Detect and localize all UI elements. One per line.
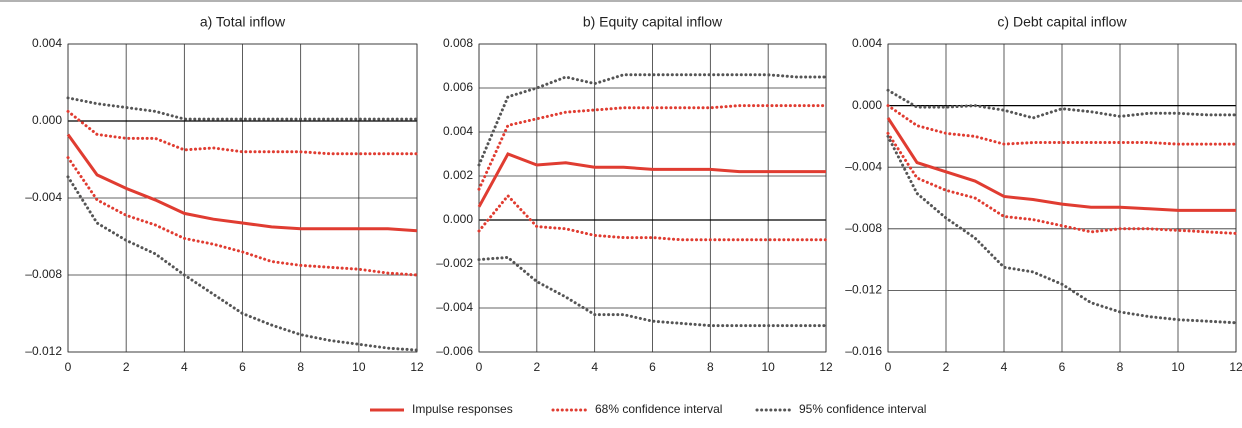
y-tick-label: –0.016: [845, 344, 882, 358]
y-tick-label: –0.012: [845, 283, 882, 297]
x-tick-label: 4: [1001, 360, 1008, 374]
y-tick-label: –0.004: [25, 190, 62, 204]
series-line: [886, 131, 1238, 235]
x-tick-label: 8: [297, 360, 304, 374]
x-tick-label: 10: [352, 360, 366, 374]
series-line: [886, 134, 1238, 325]
y-tick-label: 0.000: [32, 113, 62, 127]
x-tick-label: 12: [819, 360, 833, 374]
series-line: [886, 88, 1238, 120]
x-tick-label: 0: [65, 360, 72, 374]
plot-frame: [67, 43, 418, 353]
series-line: [886, 117, 1236, 212]
chart-title: b) Equity capital inflow: [583, 14, 723, 30]
x-tick-label: 0: [476, 360, 483, 374]
series-line: [477, 255, 828, 328]
x-tick-label: 8: [707, 360, 714, 374]
y-tick-label: –0.008: [25, 267, 62, 281]
x-tick-label: 10: [761, 360, 775, 374]
y-tick-label: 0.000: [443, 212, 473, 226]
legend-label: Impulse responses: [412, 402, 513, 416]
y-tick-label: 0.008: [443, 36, 473, 50]
x-tick-label: 2: [533, 360, 540, 374]
x-tick-label: 0: [885, 360, 892, 374]
series-line: [477, 152, 826, 208]
x-tick-label: 12: [1229, 360, 1242, 374]
series-line: [477, 104, 828, 191]
x-tick-label: 8: [1117, 360, 1124, 374]
y-tick-label: 0.000: [852, 98, 882, 112]
plot-frame: [478, 43, 827, 353]
y-tick-label: –0.008: [845, 221, 882, 235]
series-line: [66, 96, 419, 121]
legend-label: 95% confidence interval: [799, 402, 926, 416]
y-tick-label: –0.004: [845, 159, 882, 173]
x-tick-label: 4: [181, 360, 188, 374]
x-tick-label: 2: [123, 360, 130, 374]
y-tick-label: –0.006: [436, 344, 473, 358]
series-line: [886, 104, 1238, 146]
plot-frame: [887, 43, 1237, 353]
x-tick-label: 6: [239, 360, 246, 374]
y-tick-label: –0.012: [25, 344, 62, 358]
legend-label: 68% confidence interval: [595, 402, 722, 416]
y-tick-label: 0.006: [443, 80, 473, 94]
y-tick-label: 0.004: [32, 36, 62, 50]
series-line: [477, 193, 828, 242]
series-line: [66, 133, 418, 233]
x-tick-label: 6: [1059, 360, 1066, 374]
y-tick-label: 0.002: [443, 168, 473, 182]
x-tick-label: 6: [649, 360, 656, 374]
chart-title: a) Total inflow: [200, 14, 286, 30]
series-line: [66, 156, 419, 277]
x-tick-label: 4: [591, 360, 598, 374]
y-tick-label: –0.002: [436, 256, 473, 270]
series-line: [66, 109, 419, 156]
series-line: [66, 175, 419, 352]
y-tick-label: –0.004: [436, 300, 473, 314]
x-tick-label: 2: [943, 360, 950, 374]
y-tick-label: 0.004: [443, 124, 473, 138]
x-tick-label: 10: [1171, 360, 1185, 374]
y-tick-label: 0.004: [852, 36, 882, 50]
x-tick-label: 12: [410, 360, 424, 374]
chart-title: c) Debt capital inflow: [997, 14, 1127, 30]
series-line: [477, 73, 828, 167]
